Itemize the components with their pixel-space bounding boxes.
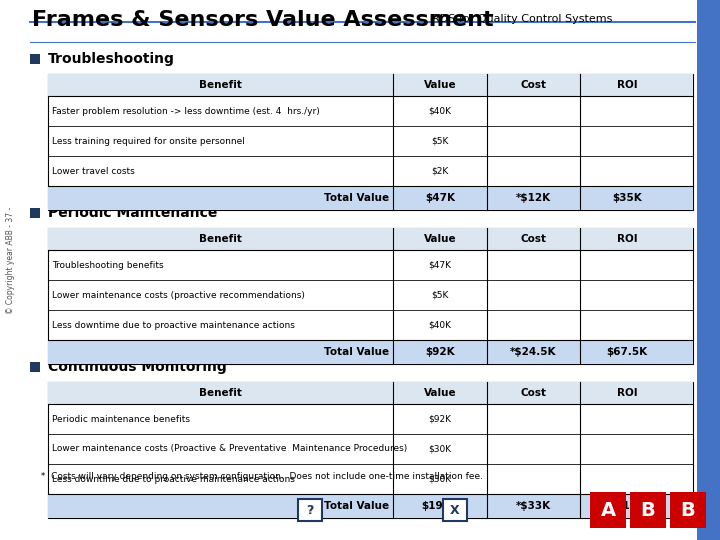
Text: Cost: Cost [521, 388, 546, 398]
Text: Total Value: Total Value [324, 347, 389, 357]
Text: ROI: ROI [616, 234, 637, 244]
Text: $35K: $35K [612, 193, 642, 203]
Text: Troubleshooting benefits: Troubleshooting benefits [52, 260, 163, 269]
Bar [48, 74, 693, 96]
Text: *  Costs will vary depending on system configuration.  Does not include one-time: * Costs will vary depending on system co… [38, 472, 483, 481]
Bar [48, 494, 693, 518]
Text: Select Asset Type: Select Asset Type [197, 505, 295, 515]
Text: Lower travel costs: Lower travel costs [52, 166, 135, 176]
Text: $40K: $40K [428, 106, 451, 116]
Bar [443, 499, 467, 521]
Text: Benefit: Benefit [199, 388, 242, 398]
Text: ROI: ROI [616, 388, 637, 398]
Text: $47K: $47K [428, 260, 451, 269]
Text: $30K: $30K [428, 444, 451, 454]
Text: Lower maintenance costs (Proactive & Preventative  Maintenance Procedures): Lower maintenance costs (Proactive & Pre… [52, 444, 408, 454]
Text: $92K: $92K [428, 415, 451, 423]
Text: *$24.5K: *$24.5K [510, 347, 557, 357]
Text: Cost: Cost [521, 234, 546, 244]
Text: Cost: Cost [521, 80, 546, 90]
Text: $30K: $30K [428, 475, 451, 483]
Bar [30, 54, 40, 64]
Bar [30, 362, 40, 372]
Text: $5K: $5K [431, 291, 449, 300]
Text: B: B [680, 501, 696, 519]
Text: Less training required for onsite personnel: Less training required for onsite person… [52, 137, 245, 145]
Text: Less downtime due to proactive maintenance actions: Less downtime due to proactive maintenan… [52, 321, 295, 329]
Bar [30, 208, 40, 218]
Text: Troubleshooting: Troubleshooting [48, 52, 175, 66]
Text: $192K: $192K [421, 501, 458, 511]
Text: Total Value: Total Value [324, 501, 389, 511]
Bar [48, 340, 693, 364]
Text: Benefit: Benefit [199, 234, 242, 244]
Bar [48, 74, 693, 210]
Text: $92K: $92K [425, 347, 454, 357]
Text: Lower maintenance costs (proactive recommendations): Lower maintenance costs (proactive recom… [52, 291, 305, 300]
Bar [670, 492, 706, 528]
Text: End Presentation: End Presentation [345, 505, 440, 515]
Bar [48, 228, 693, 364]
Text: Total Value: Total Value [324, 193, 389, 203]
Text: Value: Value [423, 80, 456, 90]
Text: $119K: $119K [608, 501, 645, 511]
Text: $40K: $40K [428, 321, 451, 329]
Text: ?: ? [306, 503, 314, 516]
Bar [48, 186, 693, 210]
Text: Value: Value [423, 388, 456, 398]
Text: Periodic maintenance benefits: Periodic maintenance benefits [52, 415, 190, 423]
Text: RDS for Quality Control Systems: RDS for Quality Control Systems [432, 14, 613, 24]
Text: $2K: $2K [431, 166, 449, 176]
Text: Frames & Sensors Value Assessment: Frames & Sensors Value Assessment [32, 10, 494, 30]
Bar [48, 382, 693, 518]
Bar [590, 492, 626, 528]
Text: ROI: ROI [616, 80, 637, 90]
Text: $67.5K: $67.5K [606, 347, 647, 357]
Bar [48, 382, 693, 404]
Text: Benefit: Benefit [199, 80, 242, 90]
Bar [630, 492, 666, 528]
Bar [48, 228, 693, 250]
Text: X: X [450, 503, 460, 516]
Text: © Copyright year ABB - 37 -: © Copyright year ABB - 37 - [6, 206, 16, 314]
Text: *$33K: *$33K [516, 501, 551, 511]
Text: $5K: $5K [431, 137, 449, 145]
Text: Faster problem resolution -> less downtime (est. 4  hrs./yr): Faster problem resolution -> less downti… [52, 106, 320, 116]
Text: A: A [600, 501, 616, 519]
Bar [298, 499, 322, 521]
Text: Continuous Monitoring: Continuous Monitoring [48, 360, 227, 374]
Text: Periodic Maintenance: Periodic Maintenance [48, 206, 217, 220]
Text: $47K: $47K [425, 193, 455, 203]
Text: Less downtime due to proactive maintenance actions: Less downtime due to proactive maintenan… [52, 475, 295, 483]
Bar [697, 0, 720, 540]
Text: *$12K: *$12K [516, 193, 551, 203]
Text: B: B [641, 501, 655, 519]
Text: Value: Value [423, 234, 456, 244]
